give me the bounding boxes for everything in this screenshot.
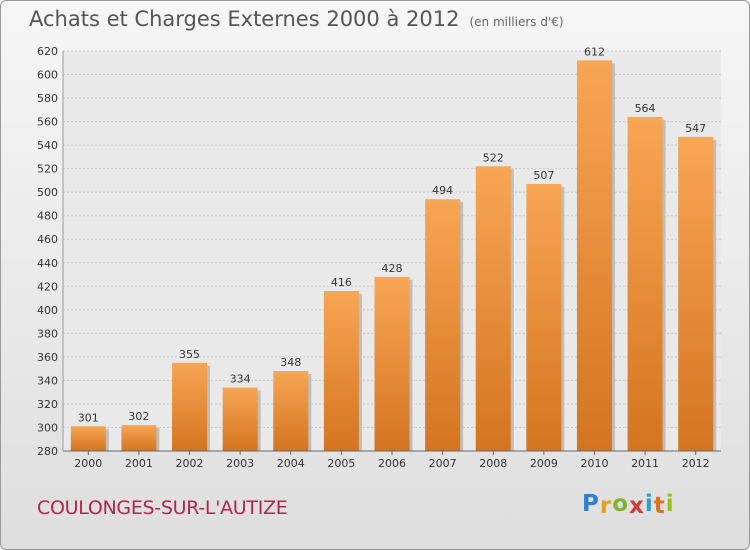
logo-letter: r <box>599 493 613 519</box>
bar-2008[interactable] <box>475 166 511 451</box>
y-tick-label: 480 <box>37 210 58 223</box>
bar-value-label: 522 <box>483 151 504 164</box>
bar-2003[interactable] <box>222 387 258 451</box>
bar-2000[interactable] <box>70 426 106 451</box>
bar-value-label: 428 <box>382 262 403 275</box>
y-tick-label: 540 <box>37 139 58 152</box>
y-tick-label: 420 <box>37 280 58 293</box>
bar-2009[interactable] <box>526 183 562 452</box>
logo-letter: x <box>629 493 645 519</box>
bar-value-label: 564 <box>635 102 656 115</box>
bars: 301 302 355 334 348 416 428 494 522 507 612 564 547 <box>70 45 717 452</box>
bar-2007[interactable] <box>425 199 461 451</box>
logo-letter: P <box>582 491 600 517</box>
x-tick-label: 2003 <box>226 457 254 470</box>
x-tick-label: 2008 <box>479 457 507 470</box>
bar-value-label: 547 <box>685 122 706 135</box>
x-tick-label: 2009 <box>530 457 558 470</box>
x-tick-label: 2001 <box>125 457 153 470</box>
axes: 280 300 320 340 360 380 400 420 440 460 480 500 520 5… <box>37 45 721 470</box>
y-tick-label: 520 <box>37 163 58 176</box>
y-tick-label: 580 <box>37 92 58 105</box>
y-tick-label: 500 <box>37 186 58 199</box>
y-tick-label: 340 <box>37 374 58 387</box>
logo-letter: t <box>653 493 666 519</box>
commune-name: COULONGES-SUR-L'AUTIZE <box>37 497 288 519</box>
bar-2011[interactable] <box>627 116 663 451</box>
x-tick-label: 2007 <box>429 457 457 470</box>
bar-value-label: 507 <box>533 169 554 182</box>
x-tick-label: 2010 <box>580 457 608 470</box>
x-tick-label: 2000 <box>74 457 102 470</box>
chart-subtitle: (en milliers d'€) <box>469 15 564 29</box>
bar-2005[interactable] <box>323 291 359 451</box>
bar-value-label: 494 <box>432 184 453 197</box>
x-tick-label: 2011 <box>631 457 659 470</box>
logo-letter: i <box>665 491 675 517</box>
bar-value-label: 301 <box>78 411 99 424</box>
bar-2006[interactable] <box>374 276 410 451</box>
logo-letter: o <box>612 491 630 517</box>
bar-2010[interactable] <box>576 60 612 451</box>
bar-value-label: 334 <box>230 372 251 385</box>
bar-value-label: 612 <box>584 45 605 58</box>
y-tick-label: 600 <box>37 69 58 82</box>
bar-2004[interactable] <box>273 371 309 451</box>
bar-value-label: 302 <box>128 410 149 423</box>
y-tick-label: 440 <box>37 257 58 270</box>
bar-value-label: 348 <box>280 356 301 369</box>
bar-2012[interactable] <box>678 136 714 451</box>
x-tick-label: 2004 <box>277 457 305 470</box>
y-tick-label: 460 <box>37 233 58 246</box>
chart-title: Achats et Charges Externes 2000 à 2012 (e… <box>29 7 564 31</box>
y-tick-label: 280 <box>37 445 58 458</box>
x-tick-label: 2005 <box>327 457 355 470</box>
proxiti-logo[interactable]: Proxiti <box>582 491 675 519</box>
bar-value-label: 416 <box>331 276 352 289</box>
y-tick-label: 400 <box>37 304 58 317</box>
x-tick-label: 2012 <box>682 457 710 470</box>
x-tick-label: 2002 <box>176 457 204 470</box>
y-tick-label: 300 <box>37 421 58 434</box>
y-tick-label: 380 <box>37 327 58 340</box>
bar-value-label: 355 <box>179 348 200 361</box>
bar-2001[interactable] <box>121 425 157 451</box>
y-tick-label: 620 <box>37 45 58 58</box>
bar-2002[interactable] <box>172 362 208 451</box>
chart-title-text: Achats et Charges Externes 2000 à 2012 <box>29 7 460 31</box>
y-tick-label: 320 <box>37 398 58 411</box>
logo-letter: i <box>644 491 654 517</box>
y-tick-label: 360 <box>37 351 58 364</box>
y-tick-label: 560 <box>37 116 58 129</box>
x-tick-label: 2006 <box>378 457 406 470</box>
